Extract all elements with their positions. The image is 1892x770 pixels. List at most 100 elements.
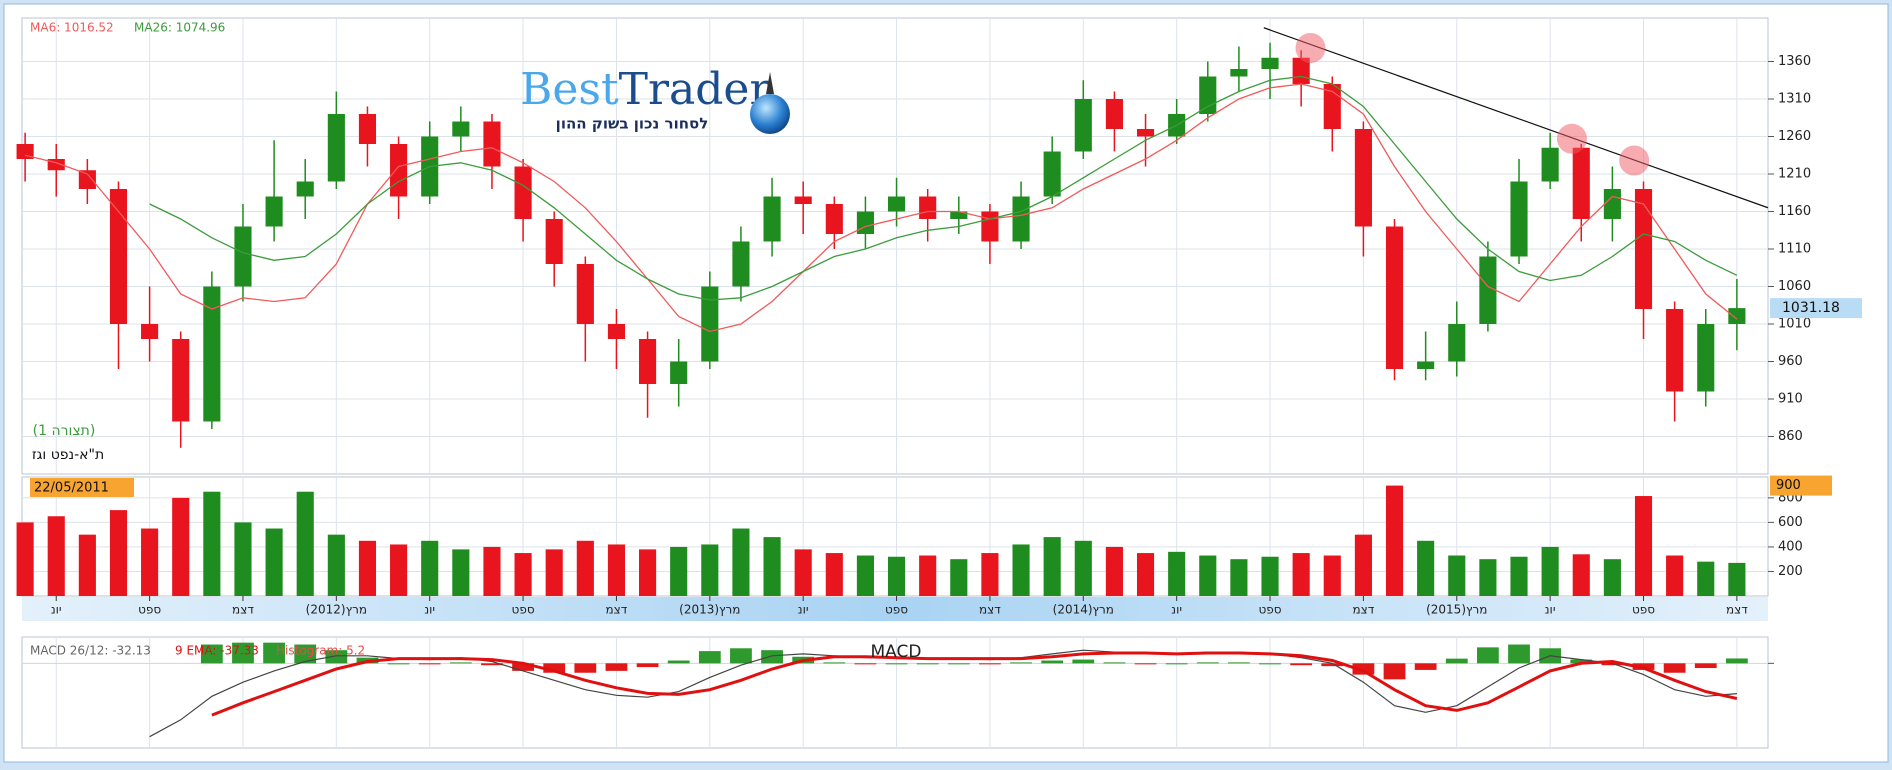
candle-body xyxy=(1666,309,1684,392)
histogram-bar xyxy=(418,663,441,665)
y-tick-label: 960 xyxy=(1778,354,1803,369)
candle-body xyxy=(16,144,34,159)
volume-bar xyxy=(1012,544,1030,596)
x-tick-label: יונ xyxy=(798,603,809,617)
histogram-bar xyxy=(512,663,534,671)
candle-body xyxy=(78,170,96,189)
histogram-bar xyxy=(1663,663,1686,673)
histogram-bar xyxy=(605,663,628,671)
series-line xyxy=(24,83,1738,333)
volume-bar xyxy=(1230,559,1248,596)
panels: 860 910 960 1010 1060 1110 1160 1210 1260 1310 136… xyxy=(16,17,1862,749)
histogram-bar xyxy=(543,663,566,673)
volume-bar xyxy=(856,555,874,596)
volume-bar xyxy=(1136,553,1155,596)
candle-body xyxy=(234,226,252,287)
histogram-bar xyxy=(1445,658,1468,664)
volume-bar xyxy=(919,555,937,596)
histogram-bar xyxy=(1383,663,1406,680)
x-tick-label: ספט xyxy=(1632,603,1655,617)
volume-bar xyxy=(1354,534,1372,596)
volume-bar xyxy=(701,544,719,596)
y-tick-label: 860 xyxy=(1778,429,1803,444)
brand-part: Trader xyxy=(619,64,772,115)
candle-body xyxy=(576,264,594,324)
candle-body xyxy=(1385,226,1404,369)
volume-bar xyxy=(172,497,190,596)
y-tick-label: 1260 xyxy=(1778,129,1811,144)
volume-bar xyxy=(1105,546,1123,596)
trendline xyxy=(1263,27,1769,209)
candle-body xyxy=(1012,196,1030,242)
candle-body xyxy=(856,211,874,234)
candle-body xyxy=(1136,129,1155,137)
histogram-bar xyxy=(1010,662,1032,664)
x-axis-band xyxy=(22,597,1768,621)
histogram-bar xyxy=(1321,663,1344,667)
volume-bar xyxy=(1448,555,1466,596)
x-tick-label: דצמ xyxy=(232,603,254,617)
y-tick-label: 1210 xyxy=(1778,167,1811,182)
histogram-bar xyxy=(1134,663,1157,665)
candle-body xyxy=(1448,324,1466,362)
candle-body xyxy=(296,181,314,197)
volume-bar xyxy=(78,534,96,596)
histogram-bar xyxy=(1352,663,1375,675)
candle-body xyxy=(1510,181,1528,257)
histogram-bar xyxy=(761,650,783,664)
legend-entry: MA6: 1016.52 xyxy=(30,21,114,35)
volume-bar xyxy=(794,549,812,596)
volume-bar xyxy=(1417,540,1435,596)
highlight-circle xyxy=(1295,33,1326,63)
x-tick-label: יונ xyxy=(1171,603,1182,617)
volume-bar xyxy=(1666,555,1684,596)
volume-bar xyxy=(421,540,439,596)
x-tick-label: דצמ xyxy=(1726,603,1748,617)
plot-area xyxy=(21,17,1769,475)
candle-body xyxy=(47,159,65,171)
x-tick-label: מרץ(2013) xyxy=(679,603,740,617)
bull-icon xyxy=(766,72,774,94)
series-line xyxy=(149,75,1738,301)
y-tick-label: 1160 xyxy=(1778,204,1811,219)
histogram-bar xyxy=(1725,658,1748,664)
candle-body xyxy=(483,121,501,167)
volume-bar xyxy=(1603,559,1621,596)
histogram-bar xyxy=(200,644,223,664)
x-tick-label: יונ xyxy=(424,603,435,617)
x-tick-label: ספט xyxy=(512,603,535,617)
candle-body xyxy=(452,121,470,137)
candle-body xyxy=(794,196,812,204)
histogram-bar xyxy=(1041,660,1064,664)
candle-body xyxy=(203,286,221,422)
histogram-bar xyxy=(1570,659,1593,664)
volume-tag: 900 xyxy=(1776,478,1801,493)
candle-body xyxy=(1354,129,1372,227)
volume-bar xyxy=(1261,556,1279,596)
candle-body xyxy=(1603,189,1621,219)
y-tick-label: 400 xyxy=(1778,539,1803,554)
histogram-bar xyxy=(449,662,472,664)
volume-bar xyxy=(1697,561,1715,596)
volume-bar xyxy=(887,556,906,596)
candle-body xyxy=(172,339,190,422)
volume-bar xyxy=(296,491,314,596)
candle-body xyxy=(1728,308,1746,324)
candle-body xyxy=(919,196,937,219)
histogram-bar xyxy=(885,663,908,665)
x-tick-label: ספט xyxy=(138,603,161,617)
legend-entry: 9 EMA: -37.33 xyxy=(175,644,259,658)
volume-bar xyxy=(452,549,470,596)
candle-body xyxy=(109,189,128,324)
panel-title: MACD xyxy=(871,642,922,662)
volume-bar xyxy=(16,522,34,596)
volume-bar xyxy=(825,553,843,596)
candle-body xyxy=(732,241,750,287)
volume-bar xyxy=(1043,537,1061,596)
layout-name: (תצורה 1) xyxy=(33,423,96,439)
histogram-bar xyxy=(979,663,1001,665)
y-tick-label: 1110 xyxy=(1778,242,1811,257)
highlight-circle xyxy=(1619,145,1650,176)
candle-body xyxy=(1541,147,1559,182)
histogram-bar xyxy=(574,663,597,673)
